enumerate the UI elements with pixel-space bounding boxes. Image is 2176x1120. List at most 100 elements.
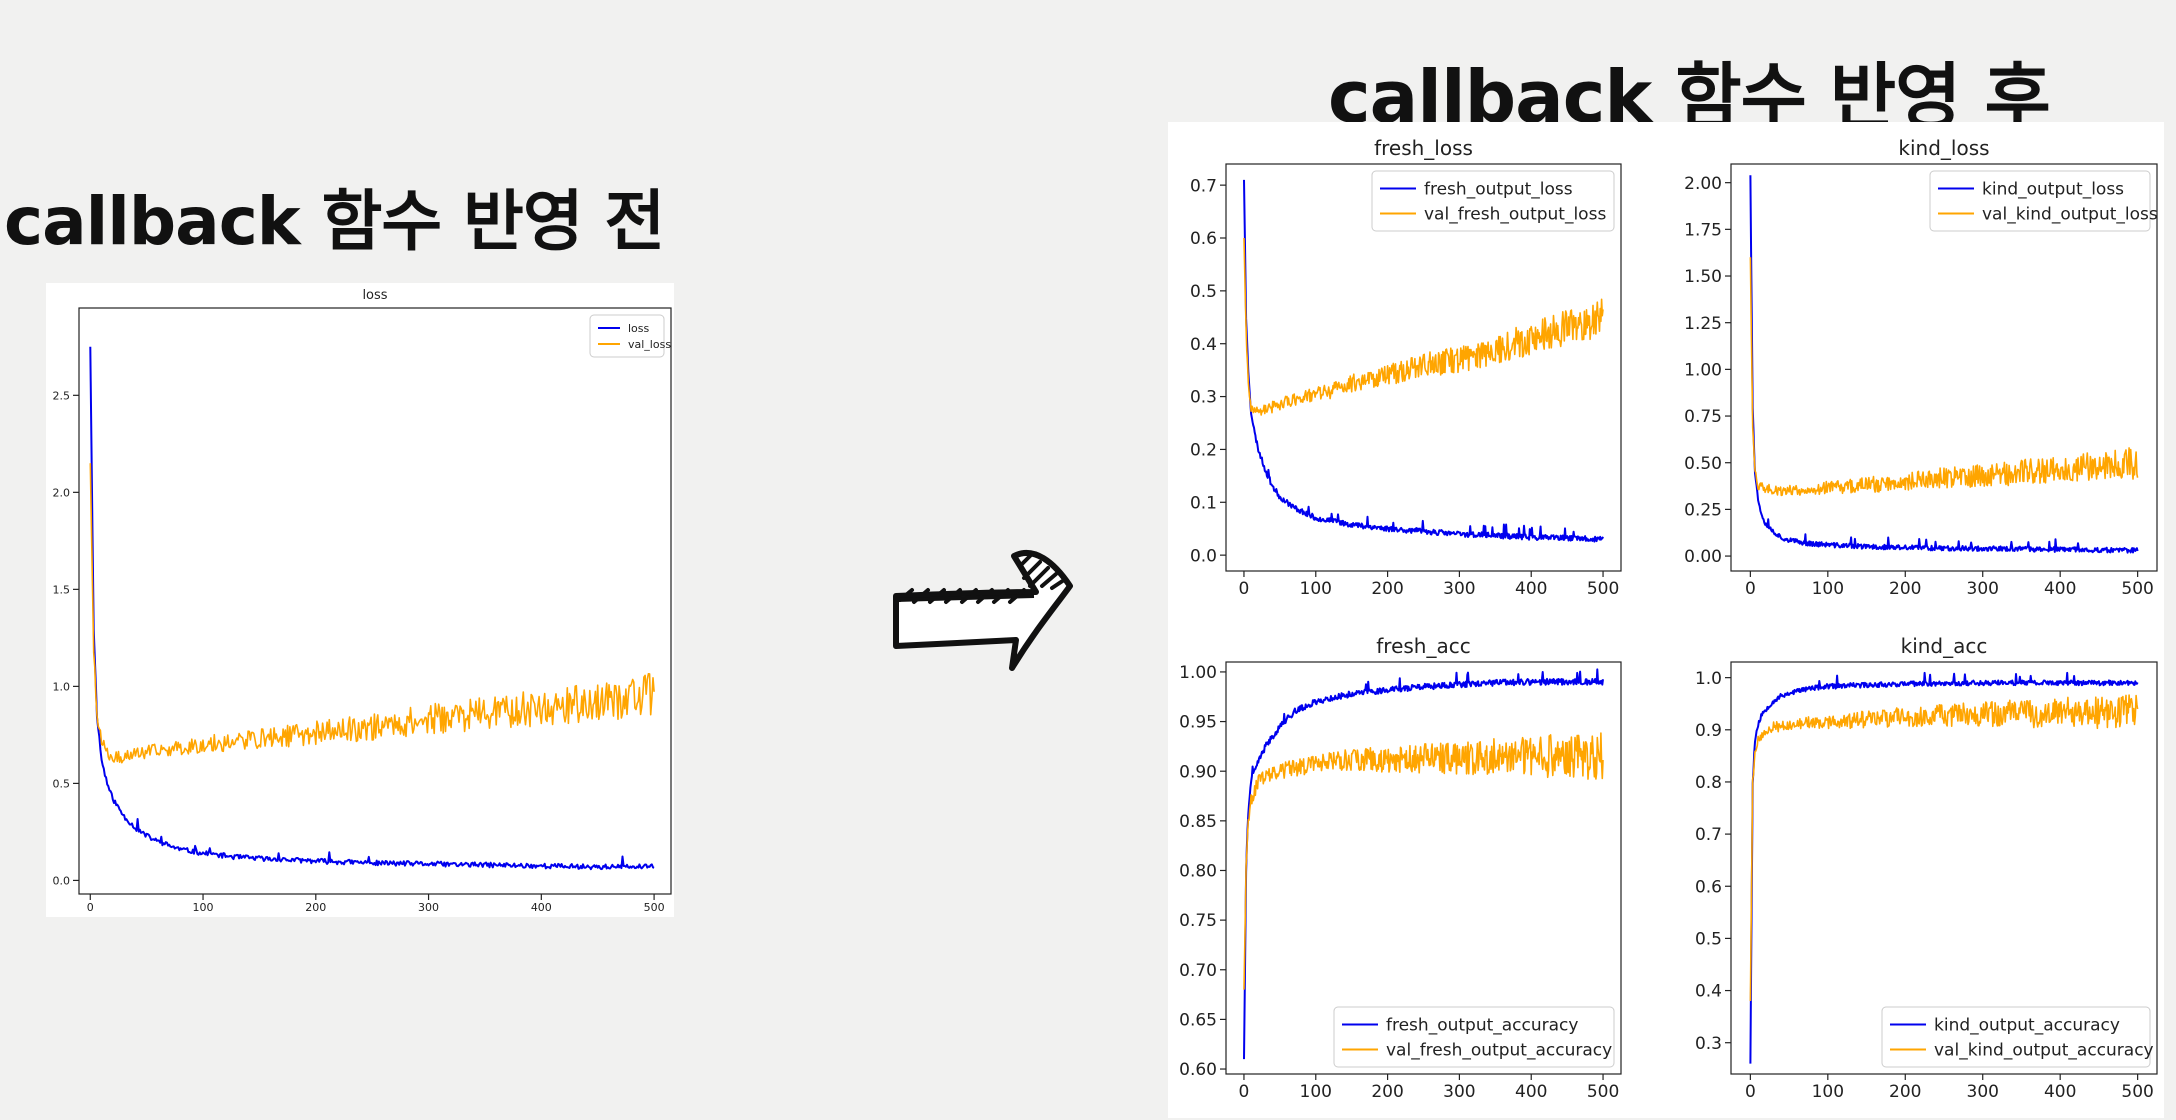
- y-tick-label: 0.00: [1684, 547, 1722, 567]
- chart-title: kind_loss: [1898, 136, 1989, 160]
- y-tick-label: 0.75: [1684, 407, 1722, 427]
- legend-label: fresh_output_accuracy: [1386, 1016, 1578, 1036]
- legend-label: val_kind_output_accuracy: [1934, 1041, 2154, 1061]
- x-tick-label: 500: [2121, 1082, 2153, 1102]
- y-tick-label: 0.3: [1695, 1034, 1722, 1054]
- x-tick-label: 500: [1587, 579, 1619, 599]
- x-tick-label: 0: [1745, 579, 1756, 599]
- y-tick-label: 1.0: [1695, 669, 1722, 689]
- y-tick-label: 0.0: [53, 874, 71, 887]
- loss-chart-svg: loss 0 100 200 300 400 500 0.0 0.5 1.0 1.5 2.0 2.5 lo…: [53, 288, 672, 914]
- legend: kind_output_loss val_kind_output_loss: [1929, 170, 2158, 232]
- y-tick-label: 0.25: [1684, 501, 1722, 521]
- legend-label: kind_output_loss: [1982, 180, 2124, 200]
- series-line-val_fresh_output_accuracy: [1243, 732, 1604, 990]
- x-tick-label: 0: [1745, 1082, 1756, 1102]
- x-tick-label: 300: [1443, 579, 1475, 599]
- y-tick-label: 0.75: [1179, 911, 1217, 931]
- legend: fresh_output_loss val_fresh_output_loss: [1371, 170, 1615, 232]
- y-tick-label: 0.2: [1190, 441, 1217, 461]
- x-tick-label: 400: [1515, 1082, 1547, 1102]
- series-line-val_kind_output_accuracy: [1749, 694, 2139, 1002]
- legend-box: [1929, 170, 2151, 232]
- x-tick-label: 500: [644, 901, 665, 914]
- x-tick-label: 0: [1239, 579, 1250, 599]
- legend-box: [1371, 170, 1615, 232]
- y-tick-label: 0.7: [1695, 825, 1722, 845]
- x-tick-label: 200: [1889, 579, 1921, 599]
- y-tick-label: 0.5: [1190, 282, 1217, 302]
- chart-panel-after: fresh_loss 0 100 200 300 400 500 0.0 0.1 0.2 0.3 0.…: [1168, 122, 2164, 1118]
- x-tick-label: 100: [1812, 579, 1844, 599]
- series-line-kind_output_loss: [1749, 175, 2139, 554]
- chart-kind_loss: kind_loss 0 100 200 300 400 500 0.00 0.25 0.50 0.7…: [1684, 136, 2158, 599]
- right-arrow-icon: [884, 540, 1074, 684]
- legend-box: [1333, 1006, 1615, 1068]
- chart-fresh_acc: fresh_acc 0 100 200 300 400 500 0.60 0.65 0.70 0.7…: [1179, 634, 1622, 1102]
- x-tick-label: 500: [2121, 579, 2153, 599]
- y-tick-label: 0.65: [1179, 1011, 1217, 1031]
- chart-loss: loss 0 100 200 300 400 500 0.0 0.5 1.0 1.5 2.0 2.5 lo…: [53, 288, 672, 914]
- series-line-val_kind_output_loss: [1749, 257, 2139, 497]
- legend-label: fresh_output_loss: [1424, 180, 1573, 200]
- plot-frame: [78, 307, 672, 895]
- y-tick-label: 0.5: [53, 777, 71, 790]
- y-tick-label: 0.60: [1179, 1060, 1217, 1080]
- legend-box: [1881, 1006, 2151, 1068]
- x-tick-label: 300: [1443, 1082, 1475, 1102]
- y-tick-label: 0.95: [1179, 713, 1217, 733]
- y-tick-label: 2.0: [53, 486, 71, 499]
- legend-box: [589, 314, 665, 358]
- chart-panel-before: loss 0 100 200 300 400 500 0.0 0.5 1.0 1.5 2.0 2.5 lo…: [46, 283, 674, 917]
- y-tick-label: 0.4: [1190, 335, 1217, 355]
- y-tick-label: 0.0: [1190, 546, 1217, 566]
- plot-frame: [1730, 163, 2158, 572]
- y-tick-label: 0.6: [1695, 877, 1722, 897]
- x-tick-label: 400: [531, 901, 552, 914]
- legend-label: val_loss: [628, 338, 671, 351]
- plot-frame: [1730, 661, 2158, 1075]
- x-tick-label: 300: [1967, 579, 1999, 599]
- x-tick-label: 100: [1812, 1082, 1844, 1102]
- chart-title: kind_acc: [1901, 634, 1988, 658]
- x-tick-label: 200: [1889, 1082, 1921, 1102]
- plot-frame: [1225, 163, 1622, 572]
- series-line-val_fresh_output_loss: [1243, 237, 1604, 416]
- chart-title: fresh_loss: [1374, 136, 1473, 160]
- y-tick-label: 0.50: [1684, 454, 1722, 474]
- legend-label: val_fresh_output_accuracy: [1386, 1041, 1612, 1061]
- x-tick-label: 300: [418, 901, 439, 914]
- legend-label: kind_output_accuracy: [1934, 1016, 2120, 1036]
- x-tick-label: 200: [1371, 579, 1403, 599]
- chart-kind_acc: kind_acc 0 100 200 300 400 500 0.3 0.4 0.5 0.6 0.7 0…: [1695, 634, 2158, 1102]
- x-tick-label: 200: [1371, 1082, 1403, 1102]
- y-tick-label: 0.1: [1190, 493, 1217, 513]
- series-line-loss: [89, 346, 655, 871]
- y-tick-label: 1.50: [1684, 267, 1722, 287]
- x-tick-label: 100: [1300, 579, 1332, 599]
- chart-title: loss: [362, 288, 387, 303]
- x-tick-label: 100: [1300, 1082, 1332, 1102]
- legend-label: loss: [628, 322, 650, 335]
- series-line-val_loss: [89, 463, 655, 764]
- y-tick-label: 0.8: [1695, 773, 1722, 793]
- y-tick-label: 1.00: [1179, 663, 1217, 683]
- y-tick-label: 0.9: [1695, 721, 1722, 741]
- y-tick-label: 1.5: [53, 583, 71, 596]
- x-tick-label: 400: [2044, 1082, 2076, 1102]
- heading-before-callback: callback 함수 반영 전: [4, 183, 665, 260]
- legend-label: val_fresh_output_loss: [1424, 205, 1606, 225]
- y-tick-label: 1.00: [1684, 360, 1722, 380]
- chart-fresh_loss: fresh_loss 0 100 200 300 400 500 0.0 0.1 0.2 0.3 0.…: [1190, 136, 1622, 599]
- series-line-fresh_output_accuracy: [1243, 668, 1604, 1060]
- x-tick-label: 100: [193, 901, 214, 914]
- y-tick-label: 0.5: [1695, 930, 1722, 950]
- y-tick-label: 0.90: [1179, 762, 1217, 782]
- x-tick-label: 0: [87, 901, 94, 914]
- y-tick-label: 2.00: [1684, 174, 1722, 194]
- x-tick-label: 300: [1967, 1082, 1999, 1102]
- y-tick-label: 1.25: [1684, 314, 1722, 334]
- y-tick-label: 0.70: [1179, 961, 1217, 981]
- x-tick-label: 400: [1515, 579, 1547, 599]
- legend: fresh_output_accuracy val_fresh_output_ac…: [1333, 1006, 1615, 1068]
